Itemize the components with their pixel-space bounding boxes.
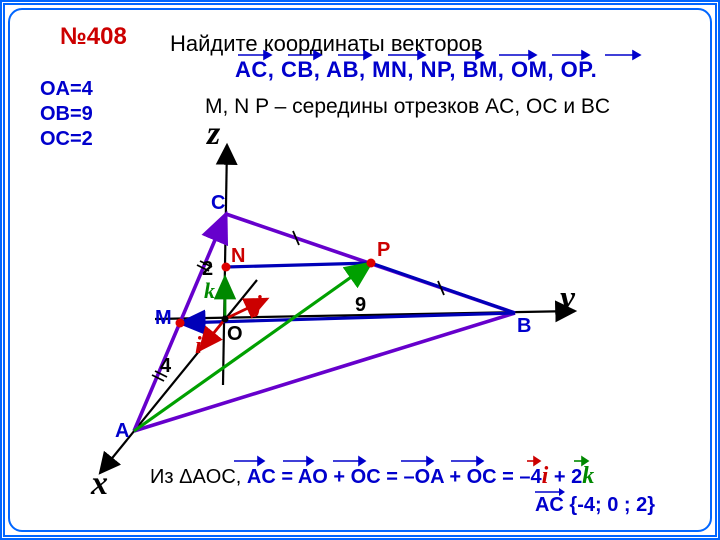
edge-AB: [134, 313, 515, 431]
label-B: B: [517, 315, 531, 338]
point-N: [222, 263, 231, 272]
label-k: k: [204, 278, 215, 304]
label-O: O: [227, 323, 243, 346]
seg-NP: [226, 263, 371, 267]
label-A: A: [115, 420, 129, 443]
point-O: [222, 316, 229, 323]
solution-eq: AC = AO + OC = –OA + OC = –4: [247, 466, 542, 488]
solution-overlines: [234, 454, 704, 468]
answer-line: AC {-4; 0 ; 2}: [535, 494, 655, 517]
slide-frame: №408 Найдите координаты векторов AC, CB,…: [0, 0, 720, 540]
solution-line: Из ΔAOC, AC = AO + OC = –OA + OC = –4i +…: [150, 463, 594, 490]
solution-prefix: Из: [150, 466, 179, 488]
label-C: C: [211, 192, 225, 215]
label-P: P: [377, 239, 390, 262]
label-j: j: [255, 292, 262, 319]
point-M: [176, 319, 185, 328]
axis-x: [100, 280, 257, 473]
label-M: M: [155, 307, 172, 330]
axis-y-label: y: [560, 280, 575, 318]
point-P: [367, 259, 376, 268]
solution-tri: AOC,: [192, 466, 246, 488]
label-i: i: [195, 333, 202, 360]
axis-x-label: x: [91, 465, 108, 503]
label-4: 4: [160, 355, 171, 378]
label-9: 9: [355, 294, 366, 317]
label-N: N: [231, 245, 245, 268]
label-2: 2: [202, 258, 213, 281]
axis-z-label: z: [207, 115, 220, 153]
seg-PB: [371, 263, 515, 313]
answer-overline: [535, 485, 569, 499]
